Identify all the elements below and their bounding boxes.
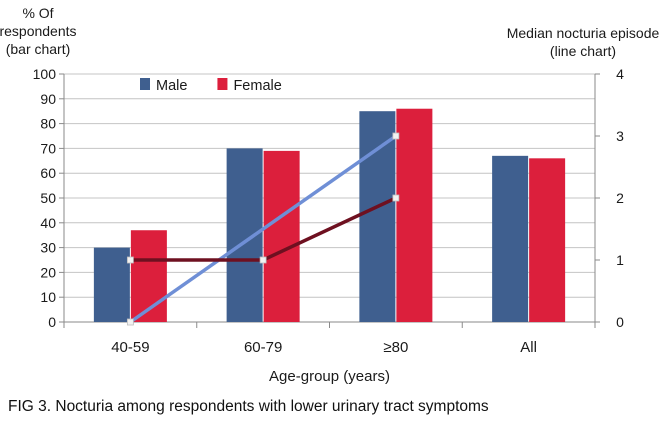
category-label: All	[520, 339, 537, 356]
bar-female	[529, 158, 566, 322]
bar-female	[263, 150, 300, 322]
left-tick-label: 20	[40, 264, 56, 280]
bar-female	[130, 230, 167, 322]
point-male	[126, 318, 134, 326]
bar-male	[492, 155, 529, 322]
right-tick-label: 1	[616, 252, 624, 268]
x-axis-title: Age-group (years)	[269, 368, 390, 385]
left-tick-label: 0	[48, 314, 56, 330]
legend-swatch	[140, 78, 150, 90]
figure-caption: FIG 3. Nocturia among respondents with l…	[8, 398, 489, 415]
line-male	[129, 134, 397, 324]
left-axis-title: % Of	[22, 5, 53, 21]
category-label: ≥80	[383, 339, 408, 356]
left-tick-label: 50	[40, 190, 56, 206]
legend-label: Male	[156, 78, 187, 94]
right-tick-label: 2	[616, 190, 624, 206]
right-axis-title: Median nocturia episode	[507, 25, 660, 41]
left-tick-label: 70	[40, 140, 56, 156]
nocturia-chart: 0 10 20 30 40 50 60 70 80 90 100 0 1 2 3 4 40-59 60-79 ≥80…	[0, 5, 660, 385]
point-female	[392, 194, 400, 202]
point-female	[259, 256, 267, 264]
bar-male	[93, 247, 130, 322]
left-tick-label: 10	[40, 289, 56, 305]
category-label: 60-79	[244, 339, 282, 356]
left-tick-label: 100	[33, 66, 57, 82]
bar-male	[359, 111, 396, 322]
left-axis-title: (bar chart)	[6, 41, 71, 57]
left-tick-label: 40	[40, 215, 56, 231]
legend-swatch	[217, 78, 228, 90]
legend-label: Female	[233, 78, 281, 94]
right-axis-title: (line chart)	[550, 43, 616, 59]
right-tick-label: 0	[616, 314, 624, 330]
right-tick-label: 4	[616, 66, 624, 82]
left-axis-title: respondents	[0, 23, 77, 39]
left-tick-label: 60	[40, 165, 56, 181]
category-label: 40-59	[111, 339, 149, 356]
left-tick-label: 80	[40, 116, 56, 132]
left-tick-label: 30	[40, 240, 56, 256]
point-male	[392, 132, 400, 140]
bar-female	[396, 108, 433, 322]
point-female	[126, 256, 134, 264]
left-tick-label: 90	[40, 91, 56, 107]
right-tick-label: 3	[616, 128, 624, 144]
